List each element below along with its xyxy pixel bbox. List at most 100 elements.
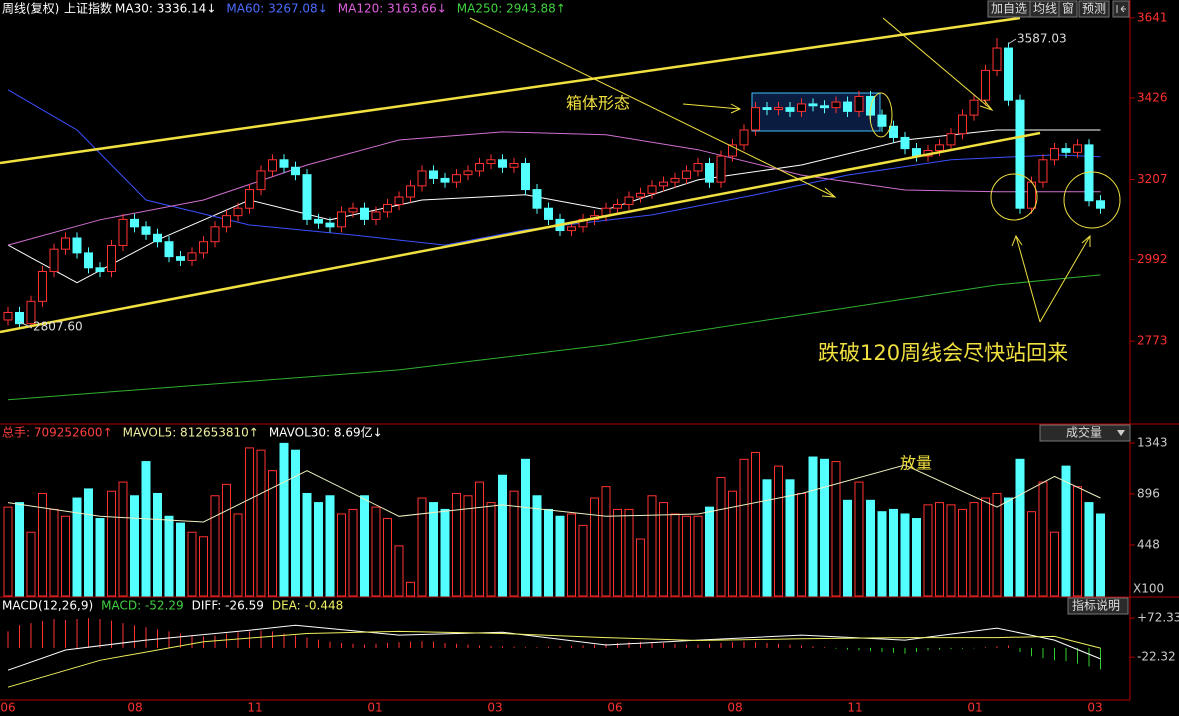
candle-body	[291, 166, 300, 176]
candle-body	[302, 174, 312, 220]
header-label: MA60: 3267.08↓	[226, 2, 327, 16]
volume-bar	[1073, 486, 1082, 597]
button[interactable]	[1058, 0, 1078, 18]
candle-body	[797, 103, 806, 112]
indicator-name: 成交量	[1066, 425, 1102, 440]
volume-bar	[1015, 458, 1025, 597]
volume-bar	[84, 488, 93, 597]
volume-bar	[981, 497, 990, 597]
volume-bar	[164, 515, 174, 597]
volume-bar	[1004, 497, 1013, 597]
button-label: 加自选	[991, 2, 1027, 16]
volume-bar	[107, 490, 116, 597]
volume-bar	[946, 504, 956, 597]
volume-bar	[452, 492, 461, 597]
circle-mark	[990, 173, 1038, 221]
volume-bar	[394, 545, 404, 597]
candle-body	[107, 244, 116, 273]
candle-body	[716, 155, 726, 183]
candle-body	[900, 136, 910, 150]
volume-bar	[314, 502, 323, 597]
candle-body	[475, 163, 484, 172]
volume-bar	[475, 481, 484, 597]
volume-bar	[762, 479, 772, 597]
candle-body	[233, 207, 243, 217]
volume-bar	[348, 508, 358, 597]
header-label: DEA: -0.448	[272, 599, 343, 613]
candle-body	[1073, 144, 1082, 153]
volume-bar	[705, 506, 714, 597]
candle-body	[659, 181, 668, 187]
candle-body	[854, 95, 864, 112]
circle-mark	[1063, 171, 1121, 229]
header-label: DIFF: -26.59	[192, 599, 264, 613]
indicator-line	[7, 131, 1101, 246]
candle-body	[1061, 148, 1071, 153]
indicator-help[interactable]	[1067, 597, 1129, 615]
volume-bar	[463, 495, 473, 597]
candle-body	[486, 159, 496, 165]
circle-mark	[869, 92, 893, 138]
volume-bar	[38, 492, 47, 597]
volume-bar	[1050, 531, 1059, 597]
volume-bar	[935, 502, 944, 597]
volume-bar	[141, 461, 151, 597]
candle-body	[969, 99, 979, 116]
volume-bar	[95, 518, 105, 597]
volume-bar	[877, 511, 887, 597]
indicator-line	[7, 630, 1101, 688]
volume-header: 总手: 709252600↑ MAVOL5: 812653810↑ MAVOL30:…	[2, 425, 383, 440]
volume-bar	[406, 581, 415, 597]
candle-body	[187, 252, 197, 261]
volume-bar	[291, 449, 300, 597]
volume-bar	[521, 458, 530, 597]
volume-bar	[1084, 502, 1094, 597]
volume-bar	[245, 447, 254, 597]
candle-body	[670, 177, 680, 183]
volume-bar	[682, 515, 691, 597]
candle-body	[1096, 200, 1105, 209]
volume-bar	[820, 458, 829, 597]
x-tick-label: 01	[967, 701, 982, 715]
index-name: 上证指数	[64, 1, 112, 16]
volume-bar	[176, 522, 185, 597]
volume-bar	[992, 492, 1002, 597]
button[interactable]	[1078, 0, 1110, 18]
volume-bar	[1027, 511, 1036, 597]
volume-bar	[498, 474, 507, 597]
candle-body	[222, 215, 231, 228]
volume-bar	[728, 490, 737, 597]
unit-label: X100	[1133, 582, 1164, 596]
candle-body	[176, 256, 185, 261]
volume-bar	[659, 502, 668, 597]
candle-body	[256, 170, 266, 191]
candle-body	[95, 267, 105, 273]
candle-body	[981, 69, 990, 101]
candle-body	[808, 103, 818, 107]
header-label: MACD(12,26,9)	[2, 599, 93, 613]
candle-body	[624, 196, 634, 205]
indicator-line	[7, 464, 1101, 523]
indicator-select[interactable]	[1039, 424, 1131, 442]
candle-body	[1038, 159, 1048, 183]
candle-body	[636, 192, 645, 198]
candle-body	[417, 170, 427, 187]
header-label: MACD: -52.29	[101, 599, 184, 613]
candle-body	[360, 207, 369, 220]
candle-body	[279, 159, 289, 168]
volume-bar	[15, 502, 24, 597]
volume-bar	[130, 495, 139, 597]
header-label: MAVOL30: 8.69亿↓	[269, 425, 383, 440]
candle-body	[440, 177, 450, 183]
x-tick-label: 11	[247, 701, 262, 715]
volume-bar	[900, 513, 910, 597]
candle-body	[613, 203, 622, 209]
candle-body	[992, 47, 1002, 71]
x-tick-label: 06	[0, 701, 15, 715]
candle-body	[774, 107, 783, 111]
indicator-help-label: 指标说明	[1072, 598, 1120, 613]
header-label: MA250: 2943.88↑	[457, 2, 566, 16]
toolbar-icon	[1116, 5, 1126, 13]
arrow-line	[1015, 235, 1041, 323]
